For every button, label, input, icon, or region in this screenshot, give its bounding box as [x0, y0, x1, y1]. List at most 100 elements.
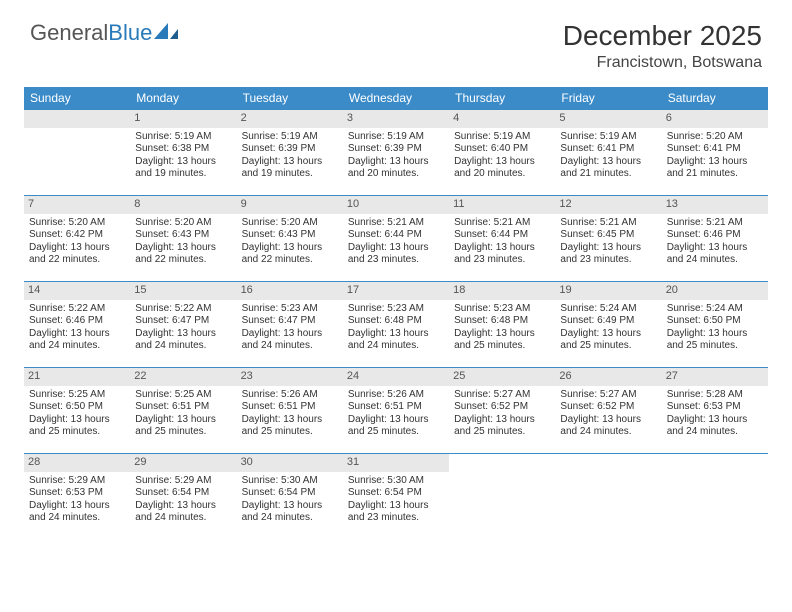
day-number: 18 — [449, 282, 555, 300]
calendar-day-cell — [662, 454, 768, 540]
daylight2-text: and 23 minutes. — [454, 254, 550, 267]
sunrise-text: Sunrise: 5:19 AM — [242, 131, 338, 144]
sunrise-text: Sunrise: 5:23 AM — [454, 303, 550, 316]
day-number: 31 — [343, 454, 449, 472]
sunset-text: Sunset: 6:39 PM — [242, 143, 338, 156]
calendar-day-cell: 22Sunrise: 5:25 AMSunset: 6:51 PMDayligh… — [130, 368, 236, 454]
sunset-text: Sunset: 6:48 PM — [348, 315, 444, 328]
day-number: 2 — [237, 110, 343, 128]
sunrise-text: Sunrise: 5:20 AM — [135, 217, 231, 230]
sunrise-text: Sunrise: 5:19 AM — [348, 131, 444, 144]
daylight1-text: Daylight: 13 hours — [348, 328, 444, 341]
daylight2-text: and 19 minutes. — [135, 168, 231, 181]
calendar-day-cell: 7Sunrise: 5:20 AMSunset: 6:42 PMDaylight… — [24, 196, 130, 282]
daylight2-text: and 25 minutes. — [454, 426, 550, 439]
daylight2-text: and 22 minutes. — [29, 254, 125, 267]
sunrise-text: Sunrise: 5:20 AM — [242, 217, 338, 230]
sunset-text: Sunset: 6:54 PM — [242, 487, 338, 500]
calendar-day-cell: 27Sunrise: 5:28 AMSunset: 6:53 PMDayligh… — [662, 368, 768, 454]
calendar-day-cell: 5Sunrise: 5:19 AMSunset: 6:41 PMDaylight… — [555, 110, 661, 196]
sunrise-text: Sunrise: 5:28 AM — [667, 389, 763, 402]
day-number: 29 — [130, 454, 236, 472]
sunset-text: Sunset: 6:41 PM — [560, 143, 656, 156]
day-number: 16 — [237, 282, 343, 300]
calendar-week-row: 14Sunrise: 5:22 AMSunset: 6:46 PMDayligh… — [24, 282, 768, 368]
calendar-day-cell: 25Sunrise: 5:27 AMSunset: 6:52 PMDayligh… — [449, 368, 555, 454]
daylight2-text: and 21 minutes. — [560, 168, 656, 181]
daylight2-text: and 23 minutes. — [560, 254, 656, 267]
sunset-text: Sunset: 6:48 PM — [454, 315, 550, 328]
day-number: 19 — [555, 282, 661, 300]
daylight2-text: and 25 minutes. — [348, 426, 444, 439]
daylight2-text: and 24 minutes. — [29, 512, 125, 525]
day-number: 5 — [555, 110, 661, 128]
day-number: 20 — [662, 282, 768, 300]
sunset-text: Sunset: 6:40 PM — [454, 143, 550, 156]
day-number: 6 — [662, 110, 768, 128]
day-number: 15 — [130, 282, 236, 300]
sunrise-text: Sunrise: 5:20 AM — [29, 217, 125, 230]
calendar-day-cell: 21Sunrise: 5:25 AMSunset: 6:50 PMDayligh… — [24, 368, 130, 454]
sunrise-text: Sunrise: 5:30 AM — [348, 475, 444, 488]
day-number: 8 — [130, 196, 236, 214]
daylight2-text: and 20 minutes. — [348, 168, 444, 181]
sunset-text: Sunset: 6:51 PM — [348, 401, 444, 414]
daylight2-text: and 24 minutes. — [348, 340, 444, 353]
weekday-header: Sunday — [24, 87, 130, 110]
daylight2-text: and 25 minutes. — [135, 426, 231, 439]
calendar-week-row: 7Sunrise: 5:20 AMSunset: 6:42 PMDaylight… — [24, 196, 768, 282]
logo: GeneralBlue — [30, 20, 180, 46]
daylight1-text: Daylight: 13 hours — [242, 414, 338, 427]
logo-part2: Blue — [108, 20, 152, 45]
calendar-day-cell: 26Sunrise: 5:27 AMSunset: 6:52 PMDayligh… — [555, 368, 661, 454]
daylight1-text: Daylight: 13 hours — [560, 414, 656, 427]
day-number: 26 — [555, 368, 661, 386]
title-block: December 2025 Francistown, Botswana — [563, 20, 762, 72]
daylight1-text: Daylight: 13 hours — [135, 328, 231, 341]
sunrise-text: Sunrise: 5:21 AM — [667, 217, 763, 230]
daylight1-text: Daylight: 13 hours — [348, 500, 444, 513]
day-number: 21 — [24, 368, 130, 386]
daylight1-text: Daylight: 13 hours — [560, 156, 656, 169]
sunrise-text: Sunrise: 5:29 AM — [29, 475, 125, 488]
daylight1-text: Daylight: 13 hours — [454, 156, 550, 169]
sunrise-text: Sunrise: 5:27 AM — [454, 389, 550, 402]
sunrise-text: Sunrise: 5:26 AM — [348, 389, 444, 402]
day-number: 4 — [449, 110, 555, 128]
daylight2-text: and 20 minutes. — [454, 168, 550, 181]
daylight1-text: Daylight: 13 hours — [29, 414, 125, 427]
sunset-text: Sunset: 6:50 PM — [667, 315, 763, 328]
sunrise-text: Sunrise: 5:19 AM — [135, 131, 231, 144]
calendar-day-cell: 4 Sunrise: 5:19 AMSunset: 6:40 PMDaylight… — [449, 110, 555, 196]
calendar-day-cell: 12Sunrise: 5:21 AMSunset: 6:45 PMDayligh… — [555, 196, 661, 282]
sunrise-text: Sunrise: 5:22 AM — [29, 303, 125, 316]
calendar-week-row: 1Sunrise: 5:19 AMSunset: 6:38 PMDaylight… — [24, 110, 768, 196]
daylight1-text: Daylight: 13 hours — [135, 500, 231, 513]
calendar-day-cell — [449, 454, 555, 540]
sunrise-text: Sunrise: 5:26 AM — [242, 389, 338, 402]
weekday-header: Saturday — [662, 87, 768, 110]
sunset-text: Sunset: 6:52 PM — [454, 401, 550, 414]
daylight2-text: and 25 minutes. — [454, 340, 550, 353]
day-number: 27 — [662, 368, 768, 386]
calendar-day-cell: 11Sunrise: 5:21 AMSunset: 6:44 PMDayligh… — [449, 196, 555, 282]
daylight1-text: Daylight: 13 hours — [242, 328, 338, 341]
calendar-day-cell: 6Sunrise: 5:20 AMSunset: 6:41 PMDaylight… — [662, 110, 768, 196]
daylight2-text: and 21 minutes. — [667, 168, 763, 181]
daylight1-text: Daylight: 13 hours — [667, 242, 763, 255]
logo-part1: General — [30, 20, 108, 45]
calendar-day-cell: 2Sunrise: 5:19 AMSunset: 6:39 PMDaylight… — [237, 110, 343, 196]
sunrise-text: Sunrise: 5:19 AM — [454, 131, 550, 144]
sunrise-text: Sunrise: 5:25 AM — [135, 389, 231, 402]
daylight2-text: and 25 minutes. — [242, 426, 338, 439]
daylight2-text: and 25 minutes. — [560, 340, 656, 353]
sunrise-text: Sunrise: 5:27 AM — [560, 389, 656, 402]
daylight1-text: Daylight: 13 hours — [454, 414, 550, 427]
daylight2-text: and 19 minutes. — [242, 168, 338, 181]
daylight1-text: Daylight: 13 hours — [135, 414, 231, 427]
calendar-week-row: 21Sunrise: 5:25 AMSunset: 6:50 PMDayligh… — [24, 368, 768, 454]
calendar-day-cell: 16Sunrise: 5:23 AMSunset: 6:47 PMDayligh… — [237, 282, 343, 368]
sunset-text: Sunset: 6:45 PM — [560, 229, 656, 242]
sunset-text: Sunset: 6:49 PM — [560, 315, 656, 328]
calendar-day-cell: 18Sunrise: 5:23 AMSunset: 6:48 PMDayligh… — [449, 282, 555, 368]
